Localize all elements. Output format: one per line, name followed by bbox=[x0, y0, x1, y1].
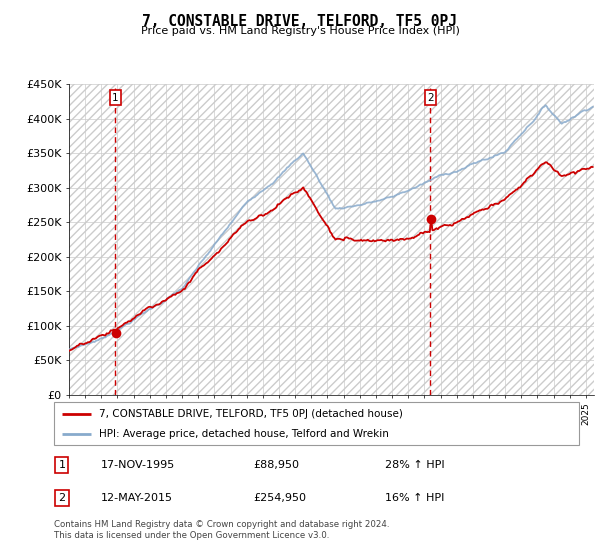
Text: 7, CONSTABLE DRIVE, TELFORD, TF5 0PJ: 7, CONSTABLE DRIVE, TELFORD, TF5 0PJ bbox=[143, 14, 458, 29]
Text: 28% ↑ HPI: 28% ↑ HPI bbox=[385, 460, 445, 470]
Text: Price paid vs. HM Land Registry's House Price Index (HPI): Price paid vs. HM Land Registry's House … bbox=[140, 26, 460, 36]
Text: £88,950: £88,950 bbox=[254, 460, 299, 470]
Text: Contains HM Land Registry data © Crown copyright and database right 2024.
This d: Contains HM Land Registry data © Crown c… bbox=[54, 520, 389, 540]
Text: 1: 1 bbox=[58, 460, 65, 470]
Text: HPI: Average price, detached house, Telford and Wrekin: HPI: Average price, detached house, Telf… bbox=[98, 430, 389, 439]
Text: 2: 2 bbox=[427, 93, 434, 103]
Text: 1: 1 bbox=[112, 93, 119, 103]
Text: 16% ↑ HPI: 16% ↑ HPI bbox=[385, 493, 444, 503]
Text: 2: 2 bbox=[58, 493, 65, 503]
Text: £254,950: £254,950 bbox=[254, 493, 307, 503]
Text: 12-MAY-2015: 12-MAY-2015 bbox=[101, 493, 173, 503]
Text: 17-NOV-1995: 17-NOV-1995 bbox=[101, 460, 176, 470]
Text: 7, CONSTABLE DRIVE, TELFORD, TF5 0PJ (detached house): 7, CONSTABLE DRIVE, TELFORD, TF5 0PJ (de… bbox=[98, 409, 403, 419]
